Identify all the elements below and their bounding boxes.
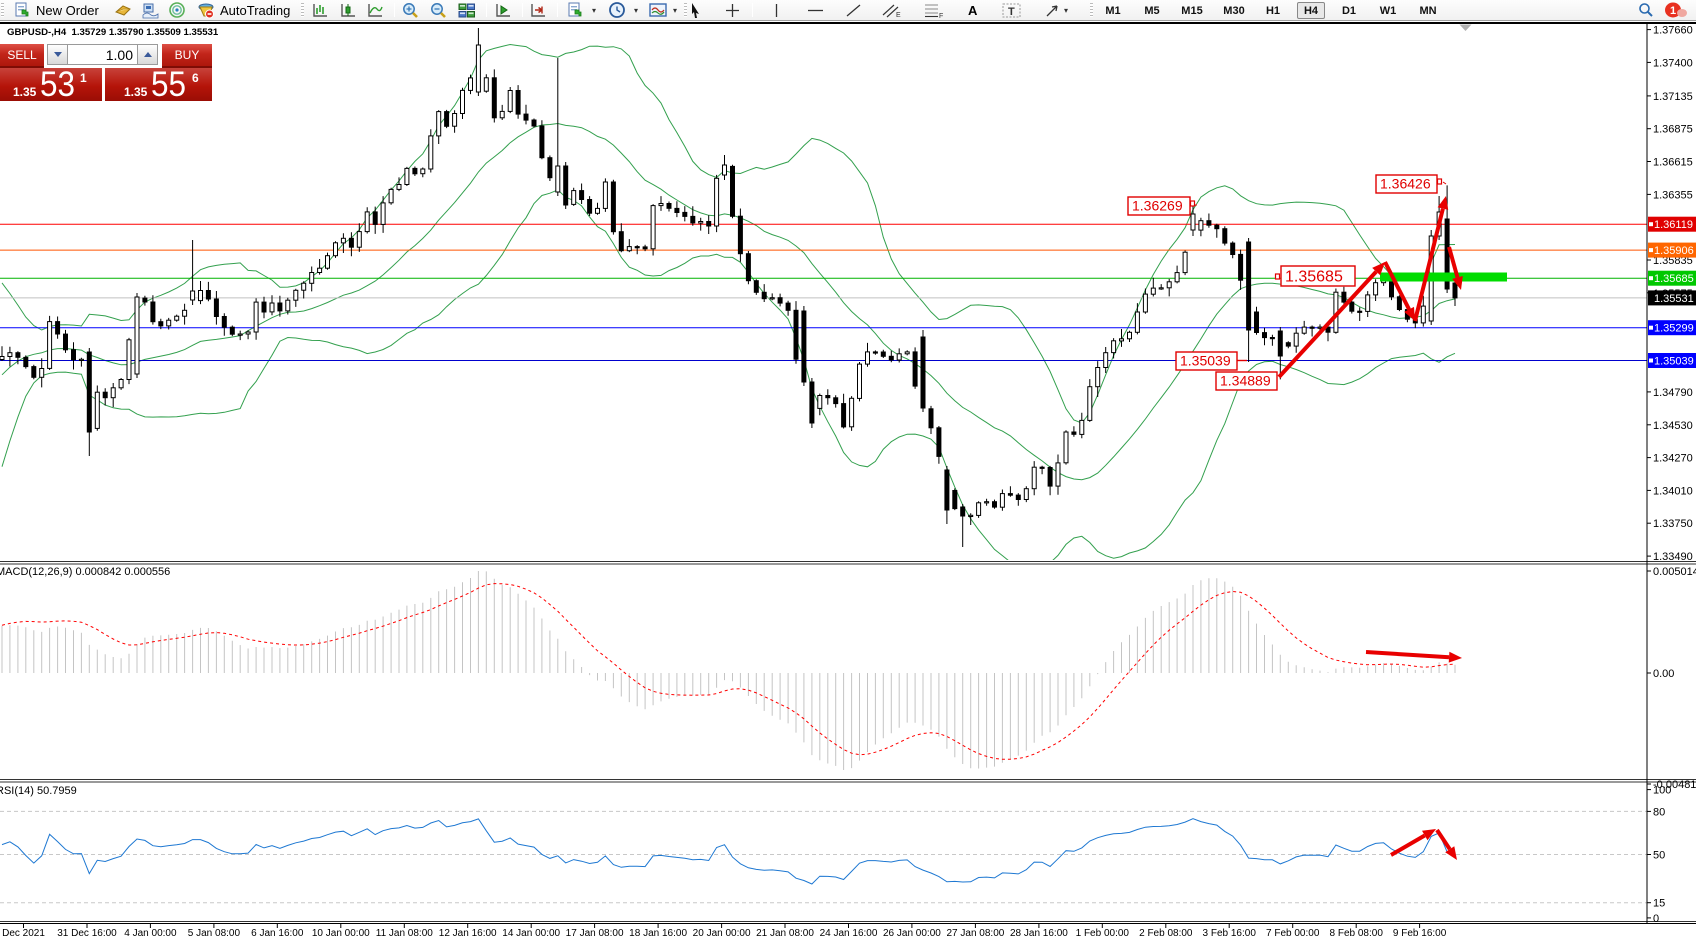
svg-text:1.35039: 1.35039 bbox=[1180, 353, 1231, 369]
svg-text:GBPUSD-,H4 1.35729 1.35790 1.: GBPUSD-,H4 1.35729 1.35790 1.35509 1.355… bbox=[7, 27, 219, 38]
svg-text:1.35039: 1.35039 bbox=[1654, 356, 1694, 368]
svg-text:0: 0 bbox=[1653, 913, 1659, 925]
svg-text:24 Jan 16:00: 24 Jan 16:00 bbox=[820, 928, 878, 939]
svg-text:20 Jan 00:00: 20 Jan 00:00 bbox=[693, 928, 751, 939]
svg-text:0.00: 0.00 bbox=[1653, 668, 1674, 680]
svg-text:RSI(14) 50.7959: RSI(14) 50.7959 bbox=[0, 785, 77, 797]
svg-text:1 Feb 00:00: 1 Feb 00:00 bbox=[1076, 928, 1130, 939]
svg-text:3 Feb 16:00: 3 Feb 16:00 bbox=[1203, 928, 1257, 939]
svg-text:1.35685: 1.35685 bbox=[1285, 269, 1343, 286]
svg-text:E: E bbox=[896, 12, 901, 19]
svg-text:1.36875: 1.36875 bbox=[1653, 124, 1693, 136]
svg-text:1.33750: 1.33750 bbox=[1653, 518, 1693, 530]
svg-text:1.35531: 1.35531 bbox=[1654, 293, 1694, 305]
svg-text:11 Jan 08:00: 11 Jan 08:00 bbox=[376, 928, 434, 939]
svg-text:100: 100 bbox=[1653, 785, 1671, 797]
svg-text:1.35299: 1.35299 bbox=[1654, 323, 1694, 335]
svg-text:1.35906: 1.35906 bbox=[1654, 245, 1694, 257]
svg-text:1.33490: 1.33490 bbox=[1653, 551, 1693, 563]
svg-text:12 Jan 16:00: 12 Jan 16:00 bbox=[439, 928, 497, 939]
svg-text:80: 80 bbox=[1653, 806, 1665, 818]
svg-text:1.34270: 1.34270 bbox=[1653, 453, 1693, 465]
svg-text:7 Feb 00:00: 7 Feb 00:00 bbox=[1266, 928, 1320, 939]
svg-text:28 Jan 16:00: 28 Jan 16:00 bbox=[1010, 928, 1068, 939]
svg-text:17 Jan 08:00: 17 Jan 08:00 bbox=[566, 928, 624, 939]
svg-text:9 Feb 16:00: 9 Feb 16:00 bbox=[1393, 928, 1447, 939]
svg-text:2 Feb 08:00: 2 Feb 08:00 bbox=[1139, 928, 1193, 939]
svg-text:1.36355: 1.36355 bbox=[1653, 189, 1693, 201]
svg-text:1.36119: 1.36119 bbox=[1654, 219, 1693, 231]
svg-text:6 Jan 16:00: 6 Jan 16:00 bbox=[251, 928, 304, 939]
svg-text:MACD(12,26,9) 0.000842 0.00055: MACD(12,26,9) 0.000842 0.000556 bbox=[0, 566, 170, 578]
svg-text:1.35835: 1.35835 bbox=[1653, 255, 1693, 267]
svg-text:26 Jan 00:00: 26 Jan 00:00 bbox=[883, 928, 941, 939]
svg-text:50: 50 bbox=[1653, 850, 1665, 862]
svg-text:1.36426: 1.36426 bbox=[1380, 176, 1431, 192]
svg-text:27 Jan 08:00: 27 Jan 08:00 bbox=[946, 928, 1004, 939]
svg-text:1.36269: 1.36269 bbox=[1132, 198, 1183, 214]
svg-text:14 Jan 00:00: 14 Jan 00:00 bbox=[502, 928, 560, 939]
svg-text:1.37660: 1.37660 bbox=[1653, 25, 1693, 37]
svg-text:1.34790: 1.34790 bbox=[1653, 387, 1693, 399]
svg-text:31 Dec 16:00: 31 Dec 16:00 bbox=[57, 928, 117, 939]
svg-text:1: 1 bbox=[1670, 5, 1676, 17]
svg-text:1.37400: 1.37400 bbox=[1653, 57, 1693, 69]
svg-text:1.34889: 1.34889 bbox=[1220, 373, 1271, 389]
svg-text:8 Feb 08:00: 8 Feb 08:00 bbox=[1330, 928, 1384, 939]
svg-text:0.005014: 0.005014 bbox=[1653, 566, 1696, 578]
svg-text:15: 15 bbox=[1653, 898, 1665, 910]
svg-text:1.37135: 1.37135 bbox=[1653, 91, 1693, 103]
svg-text:10 Jan 00:00: 10 Jan 00:00 bbox=[312, 928, 370, 939]
svg-text:5 Jan 08:00: 5 Jan 08:00 bbox=[188, 928, 241, 939]
svg-text:F: F bbox=[939, 13, 943, 19]
svg-text:4 Jan 00:00: 4 Jan 00:00 bbox=[124, 928, 177, 939]
svg-text:21 Jan 08:00: 21 Jan 08:00 bbox=[756, 928, 814, 939]
svg-text:1.34530: 1.34530 bbox=[1653, 420, 1693, 432]
svg-text:1.34010: 1.34010 bbox=[1653, 485, 1693, 497]
svg-text:1.35685: 1.35685 bbox=[1654, 273, 1694, 285]
svg-text:1.36615: 1.36615 bbox=[1653, 157, 1693, 169]
svg-text:18 Jan 16:00: 18 Jan 16:00 bbox=[629, 928, 687, 939]
svg-text:T: T bbox=[1008, 6, 1015, 18]
svg-text:Dec 2021: Dec 2021 bbox=[2, 928, 45, 939]
svg-text:-0.004812: -0.004812 bbox=[1653, 779, 1696, 791]
